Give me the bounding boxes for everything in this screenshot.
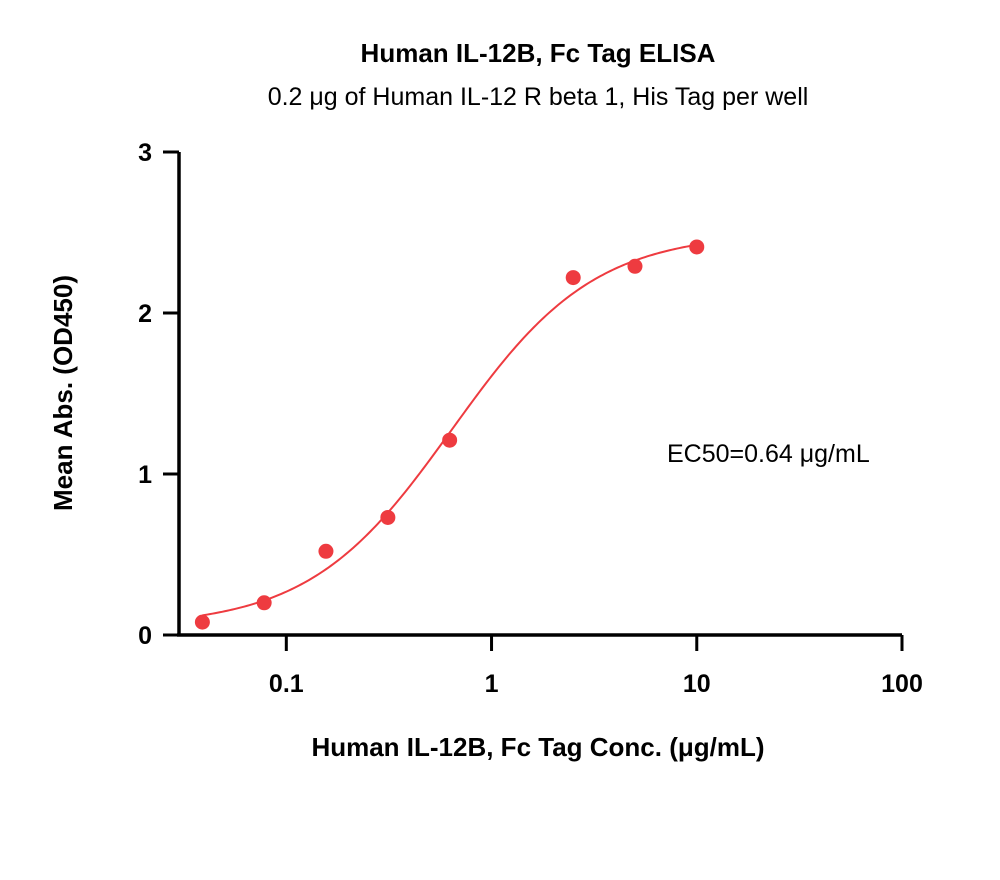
chart-title: Human IL-12B, Fc Tag ELISA <box>361 38 716 68</box>
data-point <box>442 432 458 448</box>
data-point <box>627 258 643 274</box>
y-tick-label-0: 0 <box>138 622 152 650</box>
y-tick-label-2: 2 <box>138 300 152 328</box>
y-tick-label-3: 3 <box>138 139 152 167</box>
data-point <box>256 595 272 611</box>
y-tick-label-1: 1 <box>138 461 152 489</box>
y-axis-label: Mean Abs. (OD450) <box>48 275 78 511</box>
x-tick-label-10: 10 <box>683 670 711 698</box>
x-tick-label-0.1: 0.1 <box>269 670 304 698</box>
x-tick-label-100: 100 <box>881 670 923 698</box>
data-point <box>380 509 396 525</box>
x-axis-label: Human IL-12B, Fc Tag Conc. (μg/mL) <box>311 732 764 762</box>
data-points <box>194 239 705 630</box>
y-ticks: 0 1 2 3 <box>138 139 179 650</box>
chart-subtitle: 0.2 μg of Human IL-12 R beta 1, His Tag … <box>268 83 809 111</box>
x-tick-label-1: 1 <box>485 670 499 698</box>
y-axis: 0 1 2 3 <box>138 139 181 650</box>
data-point <box>194 614 210 630</box>
x-axis: 0.1 1 10 100 <box>177 633 923 698</box>
x-ticks: 0.1 1 10 100 <box>269 635 923 698</box>
data-point <box>318 543 334 559</box>
data-point <box>689 239 705 255</box>
fit-curve <box>202 243 697 617</box>
ec50-annotation: EC50=0.64 μg/mL <box>667 440 870 468</box>
data-point <box>565 270 581 286</box>
plot-area <box>194 239 705 630</box>
